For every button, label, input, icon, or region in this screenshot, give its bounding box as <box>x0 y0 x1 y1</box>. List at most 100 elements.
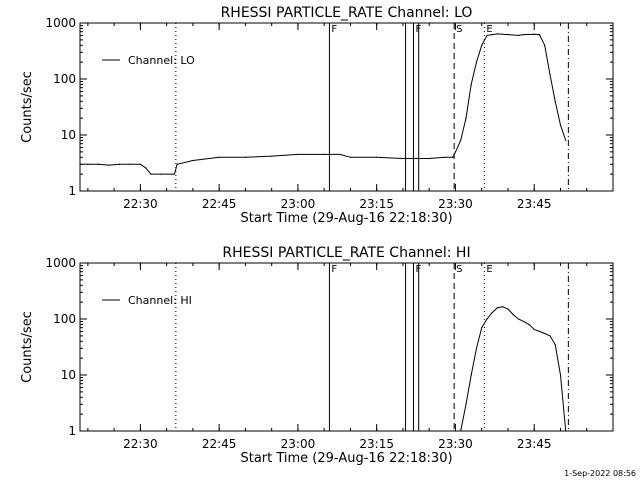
data-point <box>79 163 81 165</box>
x-tick-label: 23:45 <box>517 197 552 211</box>
y-axis-label: Counts/sec <box>20 71 35 143</box>
x-tick-label: 23:00 <box>281 437 316 451</box>
data-point <box>339 153 341 156</box>
y-tick-label: 1 <box>68 424 76 438</box>
data-point <box>218 156 220 158</box>
x-axis-label: Start Time (29-Aug-16 22:18:30) <box>240 211 452 226</box>
data-point <box>523 34 525 36</box>
y-tick-label: 10 <box>61 128 76 142</box>
data-point <box>486 318 488 320</box>
data-point <box>454 151 457 153</box>
data-point <box>129 163 131 165</box>
data-point <box>523 320 525 323</box>
data-point <box>502 306 504 308</box>
data-point <box>565 430 567 432</box>
footer-timestamp: 1-Sep-2022 08:56 <box>564 469 636 478</box>
data-point <box>108 164 110 166</box>
x-axis-label: Start Time (29-Aug-16 22:18:30) <box>240 451 452 466</box>
data-point <box>538 330 541 333</box>
data-point <box>297 153 299 156</box>
data-point <box>460 430 462 432</box>
data-point <box>118 163 120 165</box>
data-point <box>507 308 509 310</box>
data-point <box>465 403 467 405</box>
y-tick-label: 100 <box>53 72 76 86</box>
event-marker-label: F <box>331 24 337 35</box>
data-point <box>145 167 147 169</box>
data-point <box>544 332 546 335</box>
data-point <box>465 117 467 119</box>
legend-label: Channel: LO <box>128 54 195 67</box>
y-axis-label: Counts/sec <box>20 311 35 383</box>
data-point <box>496 306 499 309</box>
x-tick-label: 23:15 <box>359 437 394 451</box>
data-point <box>470 83 472 86</box>
legend-label: Channel: HI <box>128 294 192 307</box>
data-point <box>323 153 325 156</box>
data-point <box>192 159 194 162</box>
data-point <box>470 374 472 376</box>
event-marker-label: E <box>486 24 492 35</box>
data-point <box>87 163 89 165</box>
chart-title: RHESSI PARTICLE_RATE Channel: HI <box>222 245 470 261</box>
event-marker-label: F <box>331 264 337 275</box>
plot-frame <box>79 22 614 192</box>
data-point <box>549 335 551 337</box>
x-tick-label: 22:45 <box>202 437 237 451</box>
x-tick-label: 23:00 <box>281 197 316 211</box>
x-tick-label: 23:45 <box>517 437 552 451</box>
y-tick-label: 1 <box>68 184 76 198</box>
data-point <box>139 163 141 165</box>
chart-title: RHESSI PARTICLE_RATE Channel: LO <box>221 5 473 21</box>
data-point <box>486 34 488 37</box>
data-point <box>97 163 99 165</box>
data-point <box>475 347 478 349</box>
data-point <box>452 156 454 158</box>
event-marker-label: E <box>486 264 492 275</box>
data-point <box>444 156 446 158</box>
x-tick-label: 23:30 <box>438 197 473 211</box>
data-point <box>176 163 178 165</box>
data-point <box>538 34 541 36</box>
plot-frame <box>79 262 614 432</box>
y-tick-label: 100 <box>53 312 76 326</box>
data-point <box>402 157 404 160</box>
data-point <box>460 139 462 142</box>
data-point <box>533 33 535 35</box>
data-point <box>554 343 556 346</box>
data-point <box>150 173 152 175</box>
x-tick-label: 23:30 <box>438 437 473 451</box>
data-point <box>533 328 535 331</box>
data-point <box>517 34 520 37</box>
data-point <box>349 156 352 158</box>
chart-panel-1: RHESSI PARTICLE_RATE Channel: LO 1 10 100 10… <box>20 5 614 226</box>
data-point <box>376 156 378 158</box>
data-point <box>517 318 520 320</box>
series-line <box>460 306 567 432</box>
data-point <box>173 173 176 175</box>
data-point <box>528 323 530 326</box>
x-tick-label: 23:15 <box>359 197 394 211</box>
y-tick-label: 1000 <box>45 16 76 30</box>
data-point <box>481 44 483 46</box>
data-point <box>475 61 478 63</box>
y-tick-label: 10 <box>61 368 76 382</box>
data-point <box>512 313 514 316</box>
data-point <box>271 155 273 157</box>
x-tick-label: 22:45 <box>202 197 237 211</box>
data-point <box>554 100 556 102</box>
event-marker-label: S <box>456 24 462 35</box>
data-point <box>171 173 173 175</box>
event-marker-label: S <box>456 264 462 275</box>
x-tick-label: 22:30 <box>123 197 158 211</box>
y-tick-label: 1000 <box>45 256 76 270</box>
data-point <box>559 124 562 126</box>
data-point <box>507 34 509 36</box>
data-point <box>496 33 499 35</box>
data-point <box>160 173 162 175</box>
data-point <box>491 312 493 314</box>
data-point <box>544 44 546 46</box>
data-point <box>428 157 430 160</box>
data-point <box>491 34 493 36</box>
